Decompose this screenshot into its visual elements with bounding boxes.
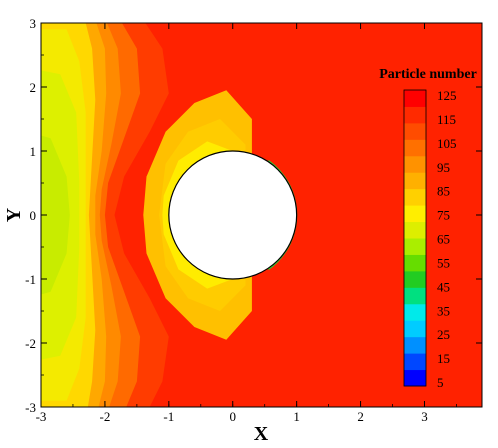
legend-label: 125: [437, 88, 457, 103]
legend-frame: [403, 89, 427, 387]
legend-swatch: [404, 254, 426, 272]
x-tick-label: -2: [99, 409, 110, 424]
x-tick-label: 3: [421, 409, 428, 424]
cylinder-circle: [168, 150, 298, 280]
x-tick-label: 2: [357, 409, 364, 424]
x-tick-label: 1: [293, 409, 300, 424]
legend-label: 15: [437, 351, 450, 366]
y-tick-label: -3: [25, 400, 36, 415]
legend-swatch: [404, 238, 426, 255]
color-legend: Particle number 125 115 105 95 85 75 65 55 45 35 2…: [379, 67, 477, 390]
legend-title: Particle number: [379, 67, 477, 82]
legend-label: 75: [437, 208, 450, 223]
legend-swatch: [404, 188, 426, 206]
legend-swatch: [404, 369, 426, 387]
contour-field: [41, 23, 482, 407]
y-axis: -3 -2 -1 0 1 2 3: [25, 16, 482, 415]
legend-label: 65: [437, 232, 450, 247]
legend-swatch: [404, 122, 426, 140]
legend-label: 25: [437, 327, 450, 342]
legend-swatch: [404, 270, 426, 288]
legend-swatch: [404, 205, 426, 223]
legend-label: 45: [437, 279, 450, 294]
legend-swatch: [404, 336, 426, 354]
legend-label: 85: [437, 184, 450, 199]
legend-swatch: [404, 90, 426, 107]
x-tick-label: -1: [163, 409, 174, 424]
legend-label: 115: [437, 112, 456, 127]
legend-label: 95: [437, 160, 450, 175]
legend-labels: 125 115 105 95 85 75 65 55 45 35 25 15 5: [437, 88, 457, 390]
x-tick-label: 0: [229, 409, 236, 424]
y-tick-label: -1: [25, 272, 36, 287]
x-axis: -3 -2 -1 0 1 2 3: [36, 23, 457, 424]
legend-swatch: [404, 303, 426, 321]
legend-label: 35: [437, 303, 450, 318]
x-tick-label: -3: [36, 409, 47, 424]
y-tick-label: 2: [30, 80, 37, 95]
legend-swatch: [404, 287, 426, 305]
y-tick-label: 1: [30, 144, 37, 159]
legend-label: 55: [437, 255, 450, 270]
legend-label: 105: [437, 136, 457, 151]
y-tick-label: 0: [30, 208, 37, 223]
legend-swatch: [404, 106, 426, 124]
y-tick-label: -2: [25, 336, 36, 351]
x-axis-label: X: [254, 423, 269, 443]
legend-swatch: [404, 353, 426, 371]
region-upstream-center: [41, 135, 70, 295]
y-tick-label: 3: [30, 16, 37, 31]
y-axis-label: Y: [3, 207, 25, 222]
legend-colorbar: [403, 89, 427, 387]
legend-swatch: [404, 139, 426, 157]
legend-swatch: [404, 320, 426, 338]
legend-swatch: [404, 155, 426, 173]
legend-swatch: [404, 172, 426, 190]
cylinder-obstacle: [168, 150, 298, 280]
legend-swatch: [404, 221, 426, 239]
legend-label: 5: [437, 375, 444, 390]
